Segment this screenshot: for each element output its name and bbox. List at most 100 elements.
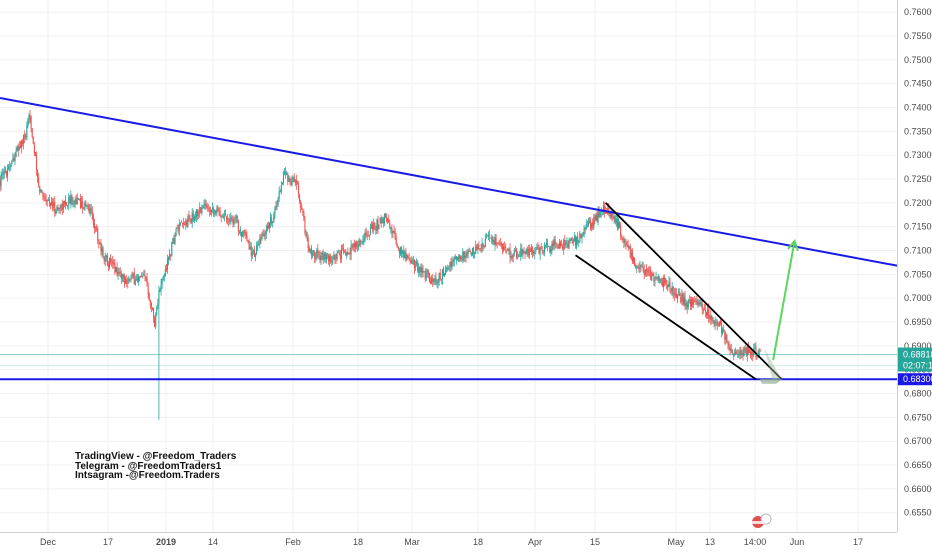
candle-body (411, 260, 412, 263)
candle-body (147, 278, 148, 286)
candle-body (126, 280, 127, 284)
candle-body (529, 249, 530, 256)
candle-body (239, 232, 240, 233)
candle-body (50, 203, 51, 206)
candle-body (547, 244, 548, 247)
candle-body (365, 232, 366, 240)
candle-body (674, 293, 675, 296)
candle-body (378, 225, 379, 229)
candle-body (665, 279, 666, 283)
candle-body (145, 277, 146, 279)
candle-body (701, 302, 702, 303)
candle-body (390, 227, 391, 229)
candle-body (89, 205, 90, 213)
candle-body (174, 235, 175, 244)
candle-body (182, 223, 183, 224)
candle-body (451, 262, 452, 267)
candle-body (127, 282, 128, 283)
candle-body (640, 265, 641, 266)
candle-body (729, 343, 730, 346)
candle-body (412, 260, 413, 264)
candle-body (221, 216, 222, 218)
candle-body (342, 248, 343, 249)
candle-body (252, 252, 253, 256)
candle-body (650, 270, 651, 280)
candle-body (718, 325, 719, 326)
candle-body (645, 270, 646, 275)
candle-body (561, 245, 562, 246)
candle-body (370, 228, 371, 235)
candle-body (142, 276, 143, 277)
candle-body (627, 244, 628, 245)
candle-body (567, 244, 568, 248)
candle-body (244, 232, 245, 234)
candle-body (297, 184, 298, 185)
candle-body (140, 276, 141, 277)
candle-body (689, 300, 690, 301)
candle-body (543, 252, 544, 253)
candle-body (679, 292, 680, 296)
candle-body (226, 216, 227, 219)
candle-body (251, 246, 252, 256)
candle-body (282, 183, 283, 184)
candle-body (125, 279, 126, 283)
candle-body (439, 273, 440, 281)
candle-body (57, 208, 58, 210)
candle-body (557, 246, 558, 247)
candle-body (471, 253, 472, 256)
candle-body (634, 258, 635, 267)
candle-body (540, 247, 541, 254)
candle-body (681, 294, 682, 301)
candle-body (211, 210, 212, 212)
candle-body (284, 172, 285, 173)
candle-body (493, 240, 494, 243)
candle-body (575, 237, 576, 246)
candle-body (134, 273, 135, 284)
candle-body (447, 268, 448, 269)
candle-body (538, 248, 539, 255)
candle-body (683, 297, 684, 304)
candle-body (449, 262, 450, 266)
candle-body (159, 290, 160, 291)
candle-body (435, 277, 436, 283)
candle-body (577, 236, 578, 242)
candle-body (642, 266, 643, 267)
candle-body (453, 261, 454, 262)
candle-body (419, 267, 420, 272)
candle-body (26, 126, 27, 139)
candle-body (51, 201, 52, 205)
candle-body (502, 244, 503, 251)
candle-body (501, 244, 502, 245)
candle-body (14, 157, 15, 161)
candle-body (523, 251, 524, 252)
candle-body (295, 179, 296, 182)
candle-body (179, 225, 180, 231)
candle-body (660, 279, 661, 282)
candle-body (396, 238, 397, 245)
candle-body (383, 219, 384, 224)
candle-body (279, 192, 280, 199)
candle-body (700, 303, 701, 305)
candle-body (177, 228, 178, 229)
candle-body (122, 275, 123, 279)
candle-body (91, 208, 92, 212)
candle-body (278, 199, 279, 205)
candle-body (129, 279, 130, 280)
candle-body (256, 246, 257, 254)
candle-body (173, 239, 174, 244)
candle-body (245, 233, 246, 238)
candle-body (367, 234, 368, 235)
candle-body (225, 214, 226, 215)
time-tick-label: Feb (285, 537, 301, 547)
candle-body (275, 206, 276, 209)
candle-body (316, 250, 317, 257)
candle-body (512, 256, 513, 258)
candle-body (515, 250, 516, 252)
candle-body (690, 300, 691, 306)
candle-body (600, 211, 601, 217)
